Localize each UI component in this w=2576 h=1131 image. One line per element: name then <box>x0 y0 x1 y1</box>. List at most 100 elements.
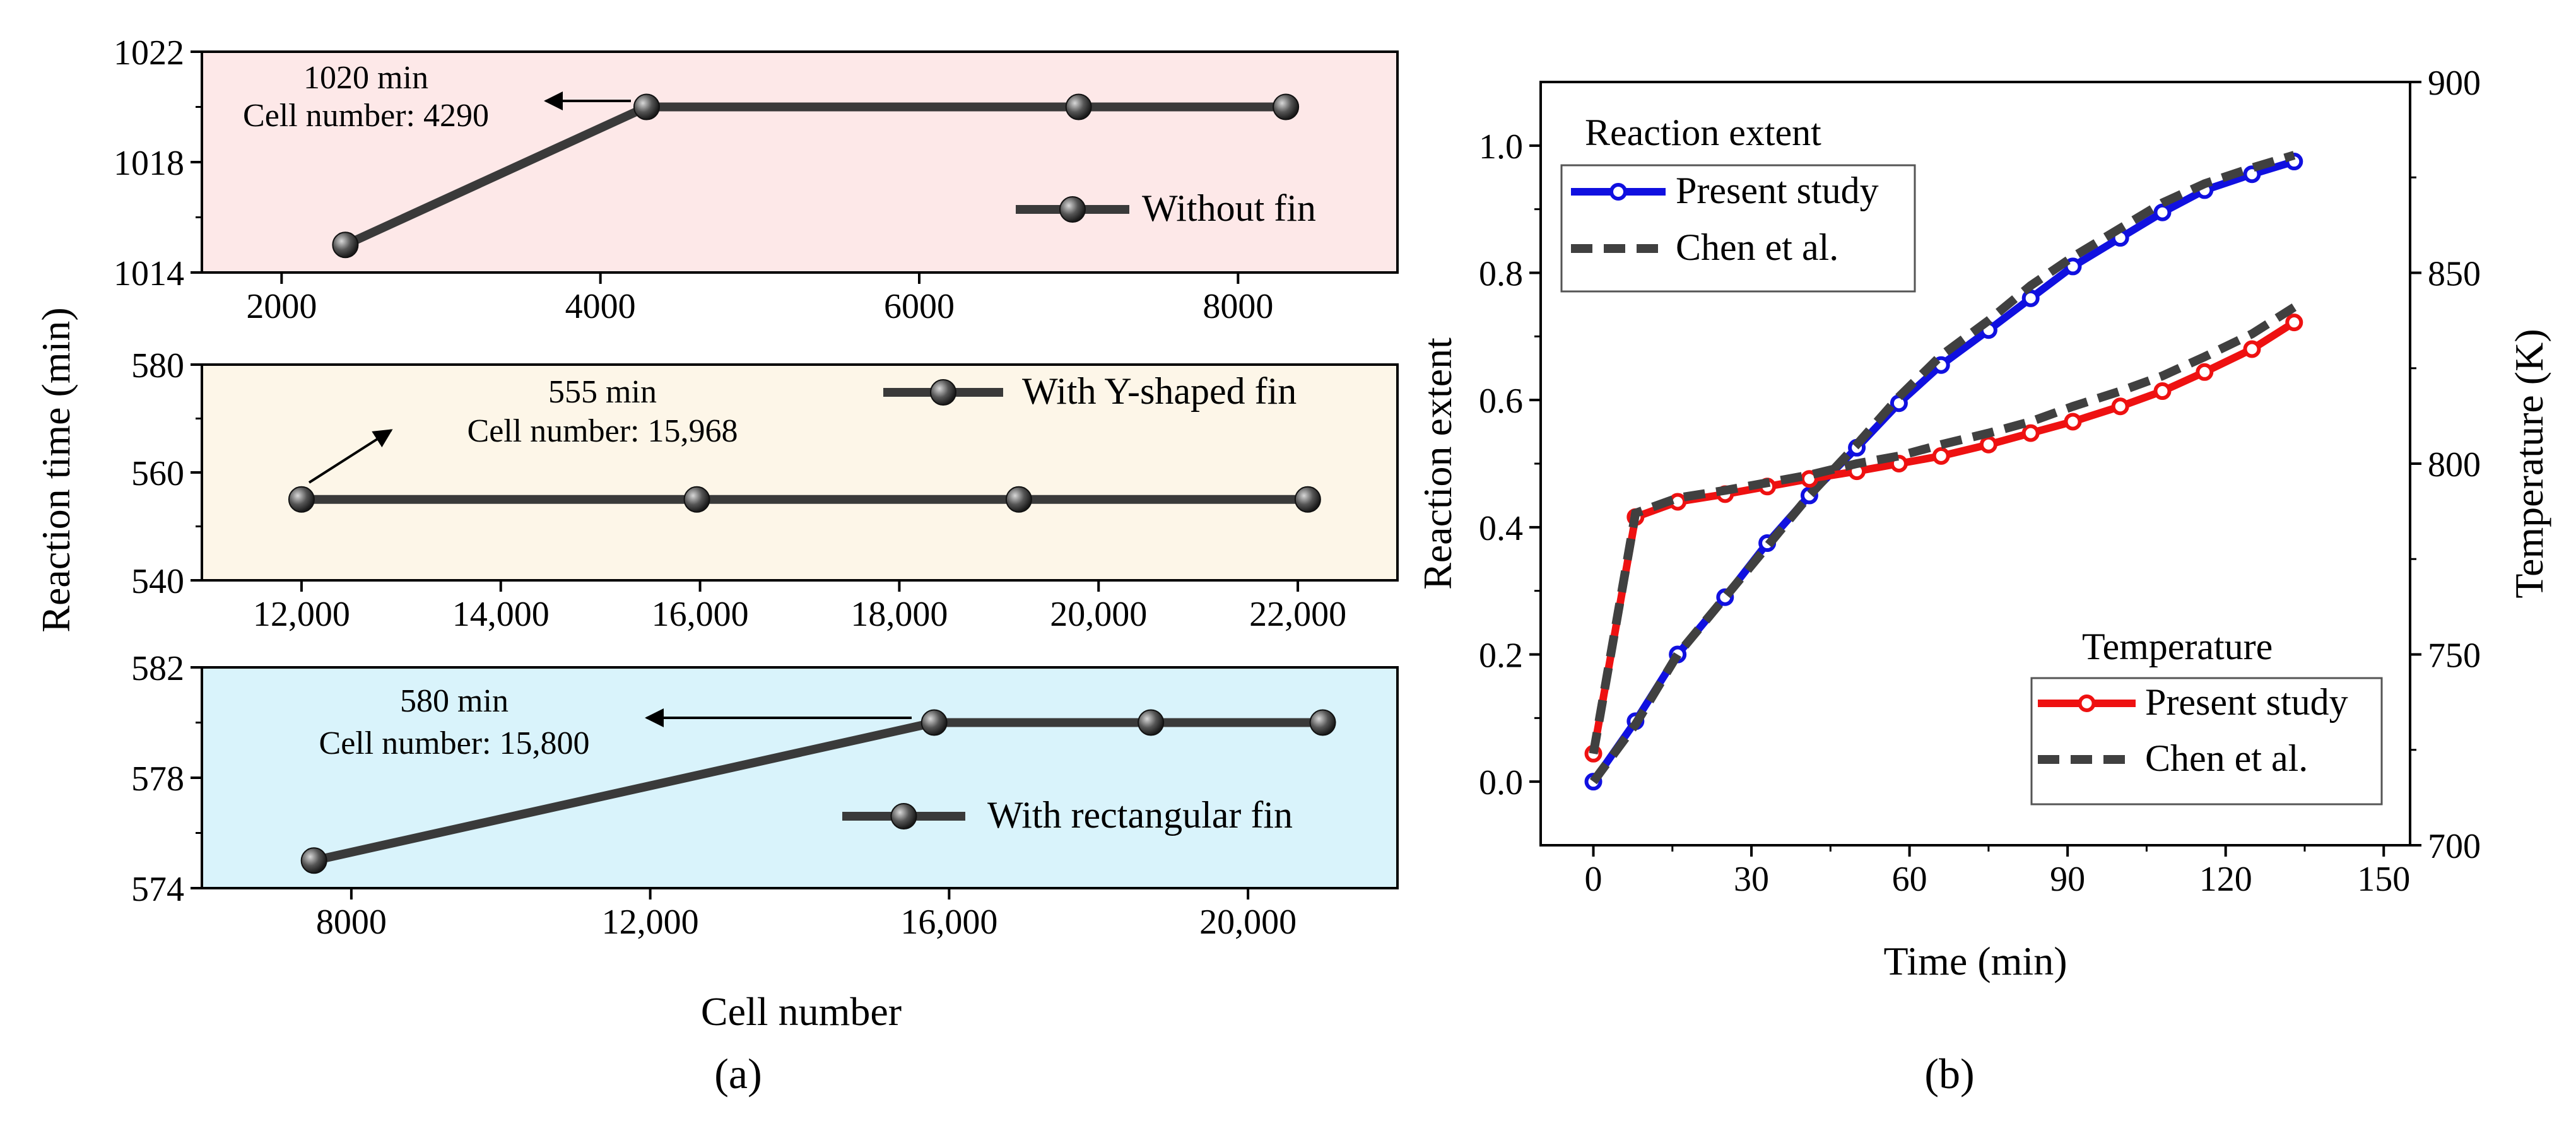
data-point <box>1138 709 1165 736</box>
data-point <box>2021 289 2040 307</box>
subplot-2: 540 560 580 12,000 14,000 16,000 18,000 20,000 2… <box>131 346 1399 634</box>
data-point <box>2153 382 2172 401</box>
data-point <box>920 709 948 736</box>
annotation-value: 1020 min <box>303 60 428 96</box>
series-line <box>313 718 1323 865</box>
legend-title: Reaction extent <box>1585 112 1821 153</box>
y-tick-label: 0.6 <box>1479 382 1523 421</box>
subplot-3: 574 578 582 8000 12,000 16,000 20,000 With rect… <box>131 649 1399 942</box>
data-point <box>332 231 359 259</box>
annotation-cell: Cell number: 15,968 <box>468 413 738 449</box>
y-tick-label: 574 <box>131 870 184 909</box>
y-tick-label: 0.2 <box>1479 636 1523 676</box>
y-tick-label: 1018 <box>114 144 184 183</box>
x-axis-label: Time (min) <box>1884 939 2067 983</box>
legend-marker <box>890 803 917 829</box>
legend-label: Present study <box>2145 681 2348 723</box>
data-point <box>2243 340 2261 358</box>
x-tick-label: 16,000 <box>900 903 997 942</box>
annotation-cell: Cell number: 15,800 <box>319 725 590 761</box>
data-point <box>288 486 315 513</box>
data-point <box>300 847 327 874</box>
x-tick-label: 150 <box>2357 860 2410 899</box>
data-point <box>1309 709 1336 736</box>
plot-background <box>201 666 1399 889</box>
x-tick-label: 18,000 <box>850 595 948 634</box>
y-tick-label: 0.8 <box>1479 255 1523 294</box>
x-tick-label: 2000 <box>246 287 317 326</box>
legend-marker <box>930 379 956 406</box>
y-tick-label: 582 <box>131 649 184 688</box>
data-point <box>1932 447 1950 465</box>
x-tick-label: 90 <box>2050 860 2085 899</box>
y-axis-label: Reaction extent <box>1415 337 1460 590</box>
x-tick-label: 20,000 <box>1199 903 1297 942</box>
legend-title: Temperature <box>2082 626 2273 667</box>
data-point <box>1005 486 1032 513</box>
panel-a: 1014 1018 1022 2000 4000 6000 8000 Without fin 1… <box>33 33 1399 1034</box>
panel-b: 0 30 60 90 120 150 0.0 0.2 0.4 0.6 0.8 1.0 700 750 800… <box>1415 64 2551 983</box>
legend-label: With rectangular fin <box>987 794 1293 836</box>
x-tick-label: 30 <box>1734 860 1769 899</box>
y-tick-label: 578 <box>131 759 184 799</box>
y-axis-label: Reaction time (min) <box>33 307 78 632</box>
series-2 <box>1589 151 2296 785</box>
x-tick-label: 22,000 <box>1249 595 1346 634</box>
data-point <box>1979 435 1997 454</box>
panel-a-label: (a) <box>714 1050 762 1098</box>
data-point <box>1294 486 1321 513</box>
legend-label: Chen et al. <box>1676 226 1838 268</box>
legend-label: Chen et al. <box>2145 737 2308 779</box>
y-tick-label: 1022 <box>114 33 184 73</box>
series-line <box>343 102 1286 249</box>
x-tick-label: 120 <box>2199 860 2252 899</box>
y-tick-label: 540 <box>131 562 184 601</box>
legend-marker <box>1609 183 1627 201</box>
legend-label: Without fin <box>1142 187 1316 229</box>
x-tick-label: 8000 <box>316 903 387 942</box>
plot-background <box>201 363 1399 582</box>
x-tick-label: 14,000 <box>452 595 550 634</box>
y-right-tick-label: 850 <box>2428 255 2481 294</box>
data-point <box>2153 203 2172 221</box>
data-point <box>2196 363 2214 381</box>
series-line <box>1589 303 2297 755</box>
y-tick-label: 1.0 <box>1479 127 1523 167</box>
data-point <box>1065 93 1092 120</box>
series-4 <box>1589 303 2297 755</box>
data-point <box>2064 413 2082 431</box>
x-axis-label: Cell number <box>701 989 902 1034</box>
legend-marker <box>1059 196 1086 223</box>
y-tick-label: 0.0 <box>1479 763 1523 802</box>
annotation-cell: Cell number: 4290 <box>243 98 489 134</box>
annotation-value: 555 min <box>548 374 657 410</box>
y-tick-label: 1014 <box>114 254 184 293</box>
x-tick-label: 12,000 <box>253 595 350 634</box>
data-point <box>2285 314 2303 332</box>
x-tick-label: 20,000 <box>1050 595 1147 634</box>
panel-b-label: (b) <box>1924 1050 1974 1098</box>
y-right-tick-label: 900 <box>2428 64 2481 103</box>
data-point <box>1273 93 1300 120</box>
y-right-tick-label: 700 <box>2428 827 2481 866</box>
y-tick-label: 560 <box>131 454 184 493</box>
legend-label: With Y-shaped fin <box>1022 370 1297 412</box>
y-right-tick-label: 750 <box>2428 636 2481 676</box>
x-tick-label: 16,000 <box>652 595 749 634</box>
data-point <box>1800 470 1818 488</box>
y-tick-label: 580 <box>131 346 184 385</box>
data-point <box>633 93 660 120</box>
legend-1: Reaction extent Present study Chen et al. <box>1560 112 1916 293</box>
data-point <box>2021 424 2040 442</box>
x-tick-label: 8000 <box>1203 287 1273 326</box>
x-tick-label: 0 <box>1585 860 1603 899</box>
x-tick-label: 12,000 <box>602 903 699 942</box>
legend-label: Present study <box>1676 170 1879 211</box>
annotation-value: 580 min <box>400 683 509 719</box>
plot-background <box>201 50 1399 274</box>
legend-marker <box>2078 694 2096 712</box>
data-point <box>1890 394 1908 413</box>
y-right-axis-label: Temperature (K) <box>2507 329 2551 598</box>
series-line <box>1589 151 2296 785</box>
